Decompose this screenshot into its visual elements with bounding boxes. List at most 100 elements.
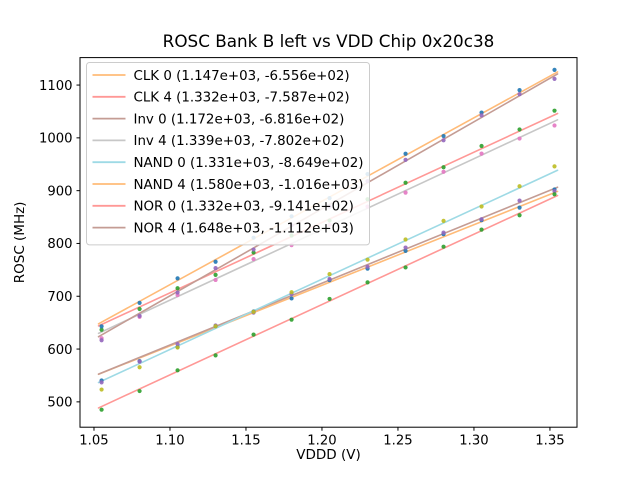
- data-point-nor-4: [517, 92, 522, 97]
- data-point-clk-0: [517, 205, 522, 210]
- data-point-nand-0: [175, 345, 180, 350]
- data-point-nor-0: [441, 244, 446, 249]
- data-point-nor-4: [175, 290, 180, 295]
- data-point-nand-0: [251, 309, 256, 314]
- data-point-clk-4: [213, 272, 218, 277]
- data-point-inv-4: [552, 123, 557, 128]
- legend-label-inv-0: Inv 0 (1.172e+03, -6.816e+02): [134, 112, 345, 127]
- data-point-inv-0: [365, 264, 370, 269]
- legend: CLK 0 (1.147e+03, -6.556e+02) CLK 4 (1.33…: [86, 62, 370, 246]
- data-point-clk-4: [175, 286, 180, 291]
- data-point-inv-4: [479, 151, 484, 156]
- y-axis-label: ROSC (MHz): [12, 202, 28, 284]
- data-point-clk-0: [403, 248, 408, 254]
- y-tick-label: 1100: [39, 79, 73, 94]
- data-point-nand-4: [213, 259, 218, 264]
- legend-label-nand-4: NAND 4 (1.580e+03, -1.016e+03): [134, 178, 364, 193]
- data-point-inv-0: [403, 245, 408, 250]
- legend-label-nor-4: NOR 4 (1.648e+03, -1.112e+03): [134, 221, 354, 236]
- data-point-inv-0: [517, 198, 522, 203]
- legend-label-nor-0: NOR 0 (1.332e+03, -9.141e+02): [134, 200, 354, 215]
- y-tick-label: 600: [47, 343, 72, 358]
- scatter-layer: [99, 67, 557, 412]
- data-point-inv-4: [517, 136, 522, 141]
- legend-label-nand-0: NAND 0 (1.331e+03, -8.649e+02): [134, 156, 364, 171]
- data-point-inv-0: [137, 359, 142, 364]
- data-point-nand-4: [175, 276, 180, 281]
- data-point-nor-0: [175, 368, 180, 373]
- chart-title: ROSC Bank B left vs VDD Chip 0x20c38: [163, 31, 495, 51]
- data-point-nor-0: [251, 332, 256, 337]
- data-point-nand-4: [441, 133, 446, 139]
- data-point-nand-0: [99, 387, 104, 392]
- data-point-inv-0: [441, 230, 446, 235]
- data-point-clk-4: [99, 327, 104, 332]
- data-point-nand-0: [403, 237, 408, 242]
- legend-label-clk-0: CLK 0 (1.147e+03, -6.556e+02): [134, 69, 350, 84]
- axis-ticks-layer: 1.05 1.10 1.15 1.20 1.25 1.30 1.35 500 600 700 800…: [39, 79, 565, 449]
- x-tick-label: 1.20: [307, 434, 336, 449]
- plot-frame: [79, 57, 578, 428]
- data-point-inv-0: [479, 217, 484, 222]
- data-point-clk-0: [289, 296, 294, 301]
- x-tick-label: 1.10: [155, 434, 184, 449]
- data-point-nand-0: [365, 257, 370, 262]
- data-point-nor-0: [517, 213, 522, 218]
- data-point-clk-4: [517, 127, 522, 132]
- data-point-nand-4: [137, 300, 142, 306]
- data-point-inv-0: [327, 276, 332, 282]
- data-point-nor-4: [213, 266, 218, 271]
- y-tick-label: 700: [47, 290, 72, 305]
- data-point-clk-4: [479, 143, 484, 149]
- data-point-nor-4: [137, 313, 142, 318]
- legend-label-inv-4: Inv 4 (1.339e+03, -7.802e+02): [134, 134, 345, 149]
- data-point-nor-0: [365, 280, 370, 285]
- data-point-inv-4: [251, 257, 256, 262]
- data-point-nor-0: [479, 227, 484, 232]
- y-tick-label: 500: [47, 396, 72, 411]
- data-point-nand-0: [552, 164, 557, 169]
- data-point-inv-0: [552, 189, 557, 194]
- data-point-inv-0: [99, 380, 104, 385]
- data-point-nor-4: [403, 157, 408, 163]
- data-point-nor-0: [289, 317, 294, 322]
- data-point-nor-0: [137, 388, 142, 394]
- data-point-nand-0: [137, 365, 142, 370]
- data-point-nand-0: [441, 218, 446, 223]
- data-point-nand-0: [213, 324, 218, 329]
- x-tick-label: 1.15: [231, 434, 260, 449]
- x-tick-label: 1.05: [79, 434, 108, 449]
- x-tick-label: 1.25: [383, 434, 412, 449]
- data-point-nor-0: [327, 296, 332, 302]
- y-tick-label: 800: [47, 237, 72, 252]
- data-point-nand-0: [289, 290, 294, 295]
- data-point-nor-4: [441, 138, 446, 143]
- data-point-nor-0: [99, 407, 104, 412]
- data-point-nand-4: [403, 151, 408, 156]
- x-tick-label: 1.35: [535, 434, 564, 449]
- data-point-clk-4: [137, 306, 142, 312]
- legend-label-clk-4: CLK 4 (1.332e+03, -7.587e+02): [134, 91, 350, 106]
- data-point-inv-0: [175, 341, 180, 347]
- data-point-nor-0: [403, 265, 408, 270]
- data-point-nor-4: [479, 113, 484, 118]
- data-point-clk-4: [441, 165, 446, 170]
- data-point-nor-4: [251, 247, 256, 252]
- data-point-nor-0: [552, 192, 557, 197]
- data-point-nand-0: [479, 204, 484, 209]
- data-point-inv-4: [213, 277, 218, 283]
- data-point-nand-4: [552, 67, 557, 72]
- data-point-nand-4: [99, 324, 104, 329]
- data-point-inv-4: [403, 190, 408, 195]
- x-tick-label: 1.30: [459, 434, 488, 449]
- y-tick-label: 1000: [39, 132, 73, 147]
- data-point-nand-0: [327, 272, 332, 277]
- data-point-clk-4: [552, 108, 557, 113]
- data-point-inv-4: [441, 169, 446, 174]
- legend-box: [86, 62, 370, 246]
- data-point-nor-4: [99, 338, 104, 343]
- data-point-nor-4: [552, 76, 557, 81]
- data-point-nor-0: [213, 353, 218, 358]
